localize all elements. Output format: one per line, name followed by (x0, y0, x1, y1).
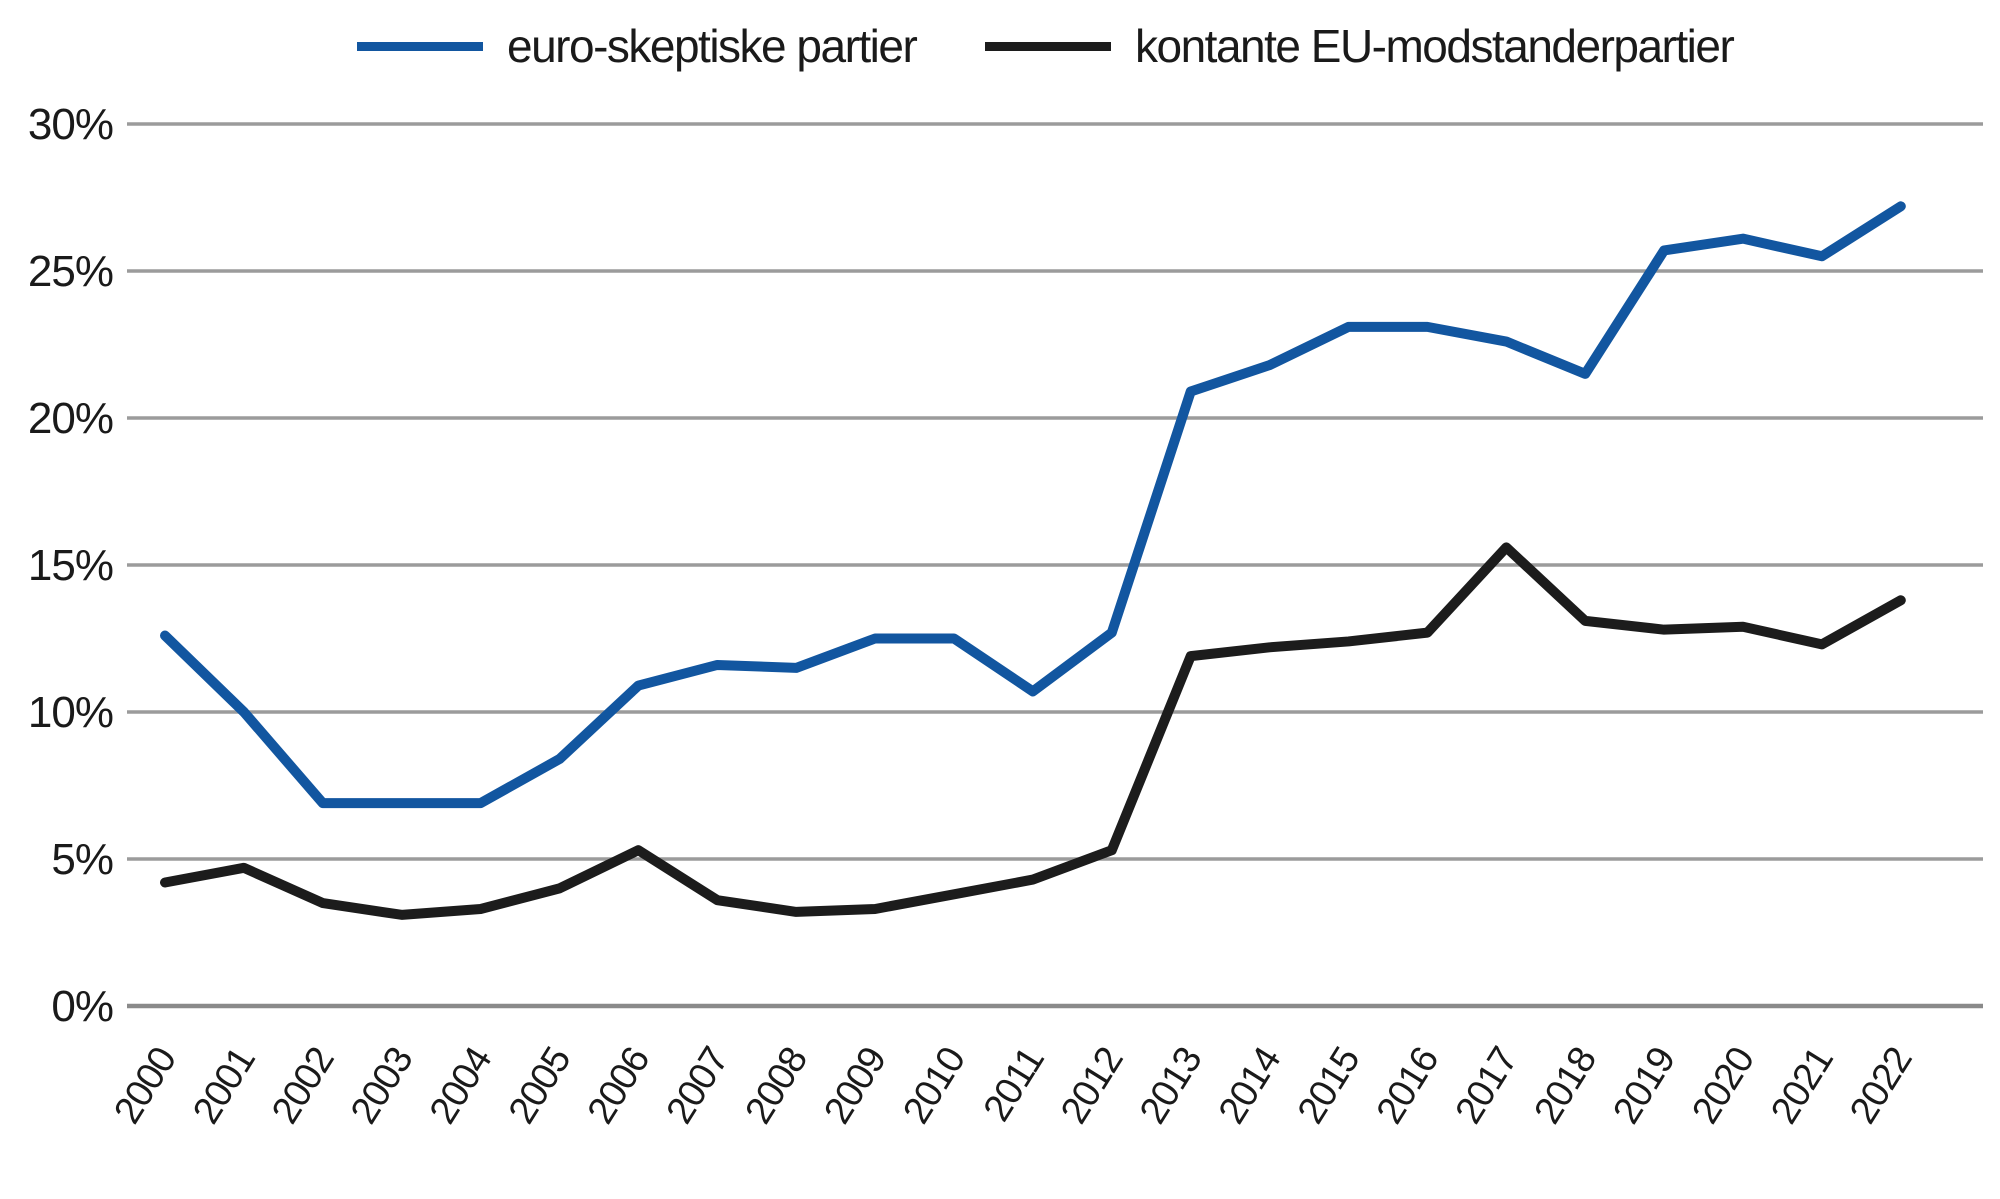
y-axis-tick-label: 25% (28, 247, 113, 296)
x-axis-tick-label: 2017 (1448, 1041, 1526, 1132)
chart-legend: euro-skeptiske partier kontante EU-modst… (0, 0, 2000, 90)
x-axis-tick-label: 2002 (264, 1041, 342, 1132)
x-axis-tick-label: 2010 (895, 1041, 973, 1132)
x-axis-tick-label: 2021 (1763, 1041, 1841, 1132)
legend-item-kontante-eu-modstanderpartier: kontante EU-modstanderpartier (985, 18, 1735, 74)
x-axis-tick-label: 2012 (1053, 1041, 1131, 1132)
y-axis-tick-label: 0% (51, 982, 113, 1031)
legend-line-swatch-blue (357, 41, 483, 51)
legend-item-euro-skeptiske-partier: euro-skeptiske partier (357, 18, 918, 74)
x-axis-tick-label: 2014 (1211, 1040, 1290, 1131)
y-axis-tick-label: 15% (28, 541, 113, 590)
x-axis-tick-label: 2013 (1132, 1041, 1210, 1132)
x-axis-tick-label: 2000 (106, 1041, 184, 1132)
x-axis-tick-label: 2006 (580, 1041, 658, 1132)
x-axis-tick-label: 2008 (738, 1041, 816, 1132)
y-axis-tick-label: 5% (51, 835, 113, 884)
y-axis-tick-label: 30% (28, 100, 113, 149)
y-axis-tick-label: 20% (28, 394, 113, 443)
x-axis-tick-label: 2007 (659, 1041, 737, 1132)
x-axis-tick-label: 2011 (976, 1041, 1053, 1129)
y-axis-tick-label: 10% (28, 688, 113, 737)
series-line-0 (160, 201, 1906, 809)
x-axis-tick-label: 2020 (1684, 1041, 1762, 1132)
legend-label-euro-skeptiske-partier: euro-skeptiske partier (507, 20, 918, 72)
x-axis-tick-label: 2016 (1369, 1041, 1447, 1132)
x-axis-tick-label: 2009 (816, 1041, 894, 1132)
legend-line-swatch-black (985, 41, 1111, 51)
legend-label-kontante-eu-modstanderpartier: kontante EU-modstanderpartier (1135, 20, 1735, 72)
x-axis-tick-label: 2004 (422, 1040, 501, 1131)
x-axis-tick-label: 2019 (1605, 1041, 1683, 1132)
x-axis-tick-label: 2022 (1842, 1041, 1920, 1132)
x-axis-tick-label: 2018 (1527, 1041, 1605, 1132)
series-line-1 (160, 542, 1906, 920)
x-axis-tick-label: 2005 (501, 1041, 579, 1132)
x-axis-tick-label: 2015 (1290, 1041, 1368, 1132)
x-axis-tick-label: 2001 (185, 1041, 263, 1132)
x-axis-tick-label: 2003 (343, 1041, 421, 1132)
